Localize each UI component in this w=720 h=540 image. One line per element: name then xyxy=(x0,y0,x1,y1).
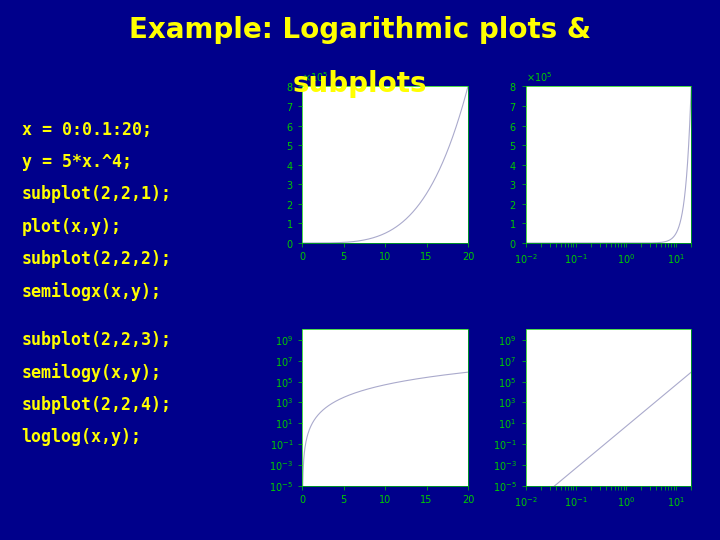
Text: subplot(2,2,4);: subplot(2,2,4); xyxy=(22,396,171,414)
Text: subplot(2,2,3);: subplot(2,2,3); xyxy=(22,331,171,349)
Text: semilogy(x,y);: semilogy(x,y); xyxy=(22,363,161,382)
Text: subplots: subplots xyxy=(293,70,427,98)
Text: subplot(2,2,1);: subplot(2,2,1); xyxy=(22,185,171,204)
Text: loglog(x,y);: loglog(x,y); xyxy=(22,428,142,447)
Text: plot(x,y);: plot(x,y); xyxy=(22,218,122,236)
Text: Example: Logarithmic plots &: Example: Logarithmic plots & xyxy=(129,16,591,44)
Text: x = 0:0.1:20;: x = 0:0.1:20; xyxy=(22,120,152,139)
Text: subplot(2,2,2);: subplot(2,2,2); xyxy=(22,250,171,268)
Text: semilogx(x,y);: semilogx(x,y); xyxy=(22,282,161,301)
Text: y = 5*x.^4;: y = 5*x.^4; xyxy=(22,153,132,171)
